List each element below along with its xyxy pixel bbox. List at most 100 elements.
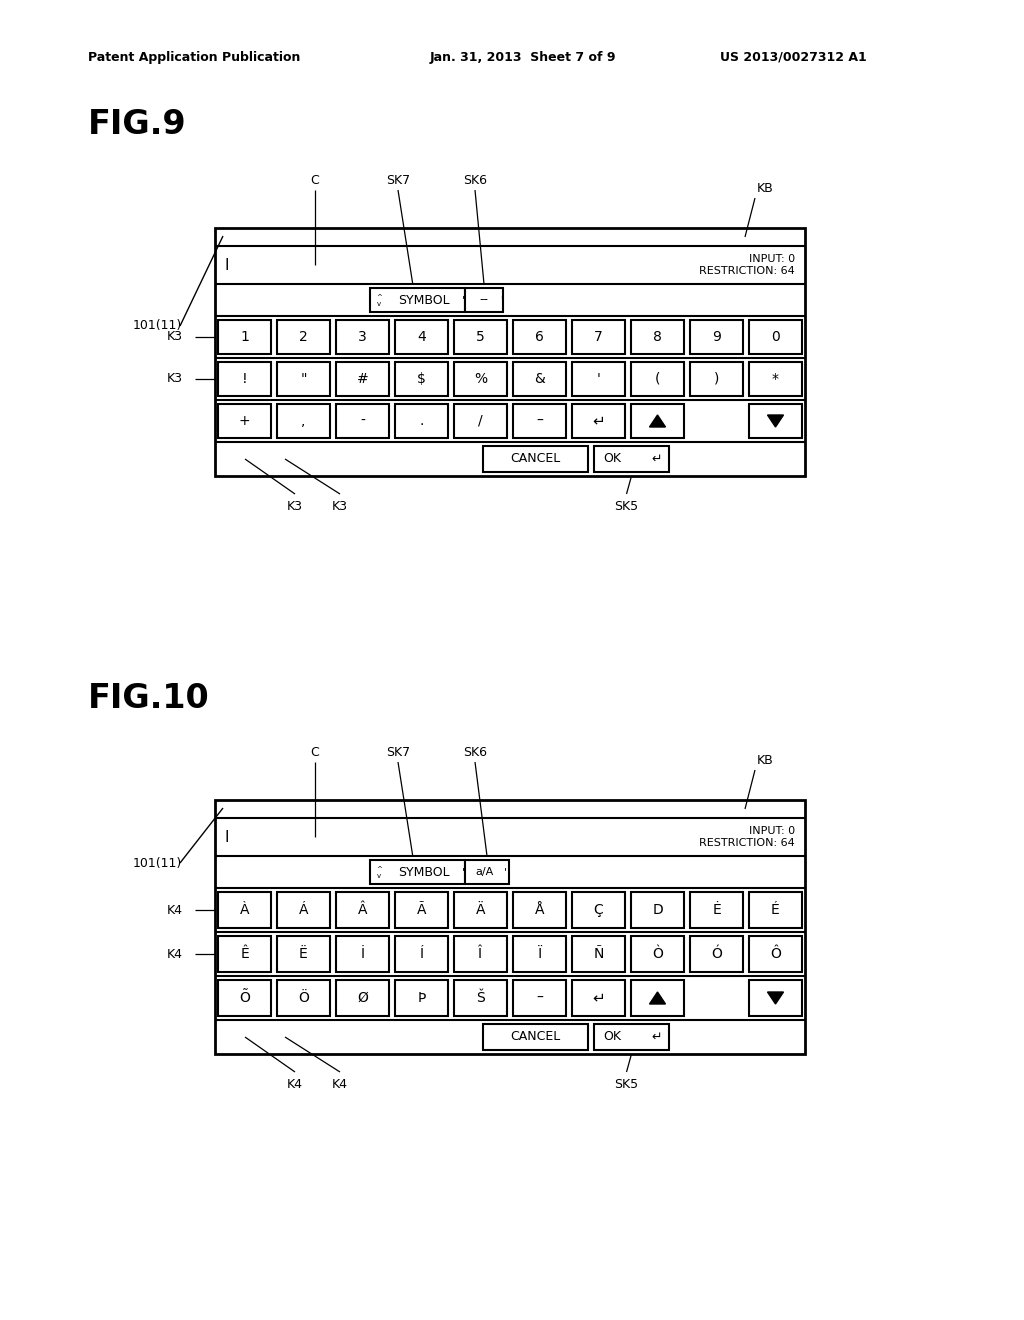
Text: Ñ: Ñ [593,946,604,961]
Bar [631,319,684,354]
Bar [749,404,802,438]
Polygon shape [649,993,666,1005]
Bar [483,446,588,473]
Text: İ: İ [360,946,365,961]
Bar [454,979,507,1016]
Bar [572,319,625,354]
Bar [513,362,566,396]
Bar [631,362,684,396]
Text: KB: KB [757,754,773,767]
Text: 101(11): 101(11) [133,857,182,870]
Bar [594,1024,669,1049]
Bar [395,319,449,354]
Text: Patent Application Publication: Patent Application Publication [88,50,300,63]
Text: SK5: SK5 [614,1077,639,1090]
Text: Ø: Ø [357,991,368,1005]
Text: –: – [536,991,543,1005]
Bar [336,979,389,1016]
Polygon shape [768,993,783,1005]
Bar [454,319,507,354]
Text: 4: 4 [417,330,426,345]
Bar [690,362,743,396]
Text: OK: OK [603,453,621,466]
Text: Ô: Ô [770,946,781,961]
Bar [218,362,271,396]
Bar [278,979,330,1016]
Text: SK7: SK7 [386,173,410,186]
Text: 101(11): 101(11) [133,319,182,333]
Text: Ë: Ë [299,946,308,961]
Text: INPUT: 0
RESTRICTION: 64: INPUT: 0 RESTRICTION: 64 [699,826,795,847]
Text: SYMBOL: SYMBOL [397,293,450,306]
Text: SK7: SK7 [386,746,410,759]
Text: --: -- [479,293,488,306]
Text: Õ: Õ [239,991,250,1005]
Text: SK6: SK6 [463,173,487,186]
Bar [465,288,503,312]
Text: SYMBOL: SYMBOL [397,866,450,879]
Text: I: I [225,829,229,845]
Text: Í: Í [420,946,424,961]
Text: Ė: Ė [712,903,721,917]
Polygon shape [649,414,666,426]
Text: FIG.9: FIG.9 [88,108,186,141]
Bar [513,319,566,354]
Text: .: . [419,414,424,428]
Text: C: C [310,746,319,759]
Text: *: * [772,372,779,385]
Text: 7: 7 [594,330,603,345]
Text: Ä: Ä [476,903,485,917]
Text: 6: 6 [536,330,544,345]
Bar [749,362,802,396]
Bar [218,319,271,354]
Text: ': ' [462,867,465,876]
Bar [218,936,271,972]
Text: FIG.10: FIG.10 [88,681,210,714]
Text: Ê: Ê [240,946,249,961]
Bar [218,892,271,928]
Text: ^: ^ [376,294,382,300]
Text: Ò: Ò [652,946,663,961]
Text: K4: K4 [167,903,183,916]
Bar [336,404,389,438]
Text: 2: 2 [299,330,308,345]
Text: 0: 0 [771,330,780,345]
Bar [370,288,465,312]
Bar [215,228,805,477]
Bar [572,404,625,438]
Bar [336,936,389,972]
Bar [395,979,449,1016]
Bar [454,936,507,972]
Text: &: & [535,372,545,385]
Text: C: C [310,173,319,186]
Text: Ã: Ã [417,903,426,917]
Bar [454,404,507,438]
Text: ': ' [462,294,465,305]
Text: CANCEL: CANCEL [510,1031,560,1044]
Bar [513,404,566,438]
Text: Î: Î [478,946,482,961]
Bar [690,319,743,354]
Text: Þ: Þ [418,991,426,1005]
Bar [278,319,330,354]
Bar [631,936,684,972]
Bar [690,892,743,928]
Bar [336,892,389,928]
Bar [513,979,566,1016]
Bar [218,979,271,1016]
Text: ): ) [714,372,719,385]
Text: K3: K3 [287,499,303,512]
Bar [395,936,449,972]
Text: K4: K4 [332,1077,348,1090]
Polygon shape [768,414,783,426]
Text: D: D [652,903,663,917]
Bar [749,319,802,354]
Bar [395,404,449,438]
Text: Ï: Ï [538,946,542,961]
Text: a/A: a/A [476,867,495,876]
Bar [572,979,625,1016]
Bar [336,319,389,354]
Text: /: / [478,414,482,428]
Text: K4: K4 [167,948,183,961]
Text: !: ! [242,372,248,385]
